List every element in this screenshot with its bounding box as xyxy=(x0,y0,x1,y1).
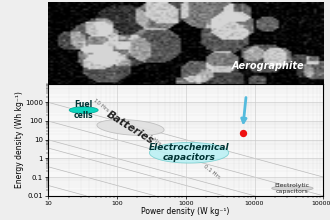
X-axis label: Power density (W kg⁻¹): Power density (W kg⁻¹) xyxy=(142,207,230,216)
Polygon shape xyxy=(272,186,313,191)
Point xyxy=(240,131,246,134)
Text: 10 Hrs: 10 Hrs xyxy=(93,98,110,113)
Text: Electrolytic
capacitors: Electrolytic capacitors xyxy=(275,183,310,194)
Polygon shape xyxy=(97,120,164,135)
Polygon shape xyxy=(69,107,98,113)
Text: 1 Hrs: 1 Hrs xyxy=(148,134,162,147)
Text: 0.1 Hrs: 0.1 Hrs xyxy=(203,164,221,180)
Y-axis label: Energy density (Wh kg⁻¹): Energy density (Wh kg⁻¹) xyxy=(15,91,24,188)
Text: Aerographite: Aerographite xyxy=(232,61,305,71)
Text: Electrochemical
capacitors: Electrochemical capacitors xyxy=(149,143,229,162)
Polygon shape xyxy=(149,143,229,163)
Text: Batteries: Batteries xyxy=(105,109,156,146)
Text: Fuel
cells: Fuel cells xyxy=(74,100,93,120)
